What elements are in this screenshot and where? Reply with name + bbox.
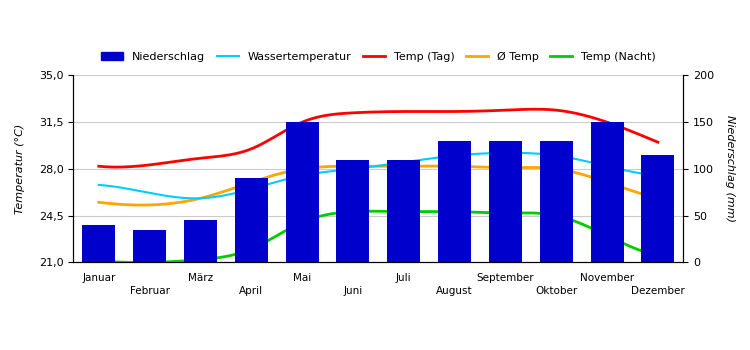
Text: April: April [239, 286, 263, 296]
Bar [337, 160, 370, 262]
Bar [235, 178, 268, 262]
Bar [82, 225, 116, 262]
Bar [184, 220, 217, 262]
Bar [590, 122, 623, 262]
Bar [489, 141, 522, 262]
Text: August: August [436, 286, 473, 296]
Text: Februar: Februar [130, 286, 170, 296]
Text: März: März [188, 273, 213, 283]
Text: Juni: Juni [344, 286, 362, 296]
Legend: Niederschlag, Wassertemperatur, Temp (Tag), Ø Temp, Temp (Nacht): Niederschlag, Wassertemperatur, Temp (Ta… [97, 47, 660, 66]
Text: Juli: Juli [396, 273, 412, 283]
Text: Oktober: Oktober [535, 286, 578, 296]
Bar [133, 230, 166, 262]
Text: September: September [476, 273, 534, 283]
Y-axis label: Niederschlag (mm): Niederschlag (mm) [725, 116, 735, 222]
Bar [438, 141, 471, 262]
Text: Dezember: Dezember [631, 286, 685, 296]
Bar [286, 122, 319, 262]
Text: Mai: Mai [293, 273, 311, 283]
Bar [641, 155, 674, 262]
Bar [540, 141, 573, 262]
Y-axis label: Temperatur (°C): Temperatur (°C) [15, 124, 25, 214]
Text: November: November [580, 273, 634, 283]
Text: Januar: Januar [82, 273, 116, 283]
Bar [387, 160, 420, 262]
